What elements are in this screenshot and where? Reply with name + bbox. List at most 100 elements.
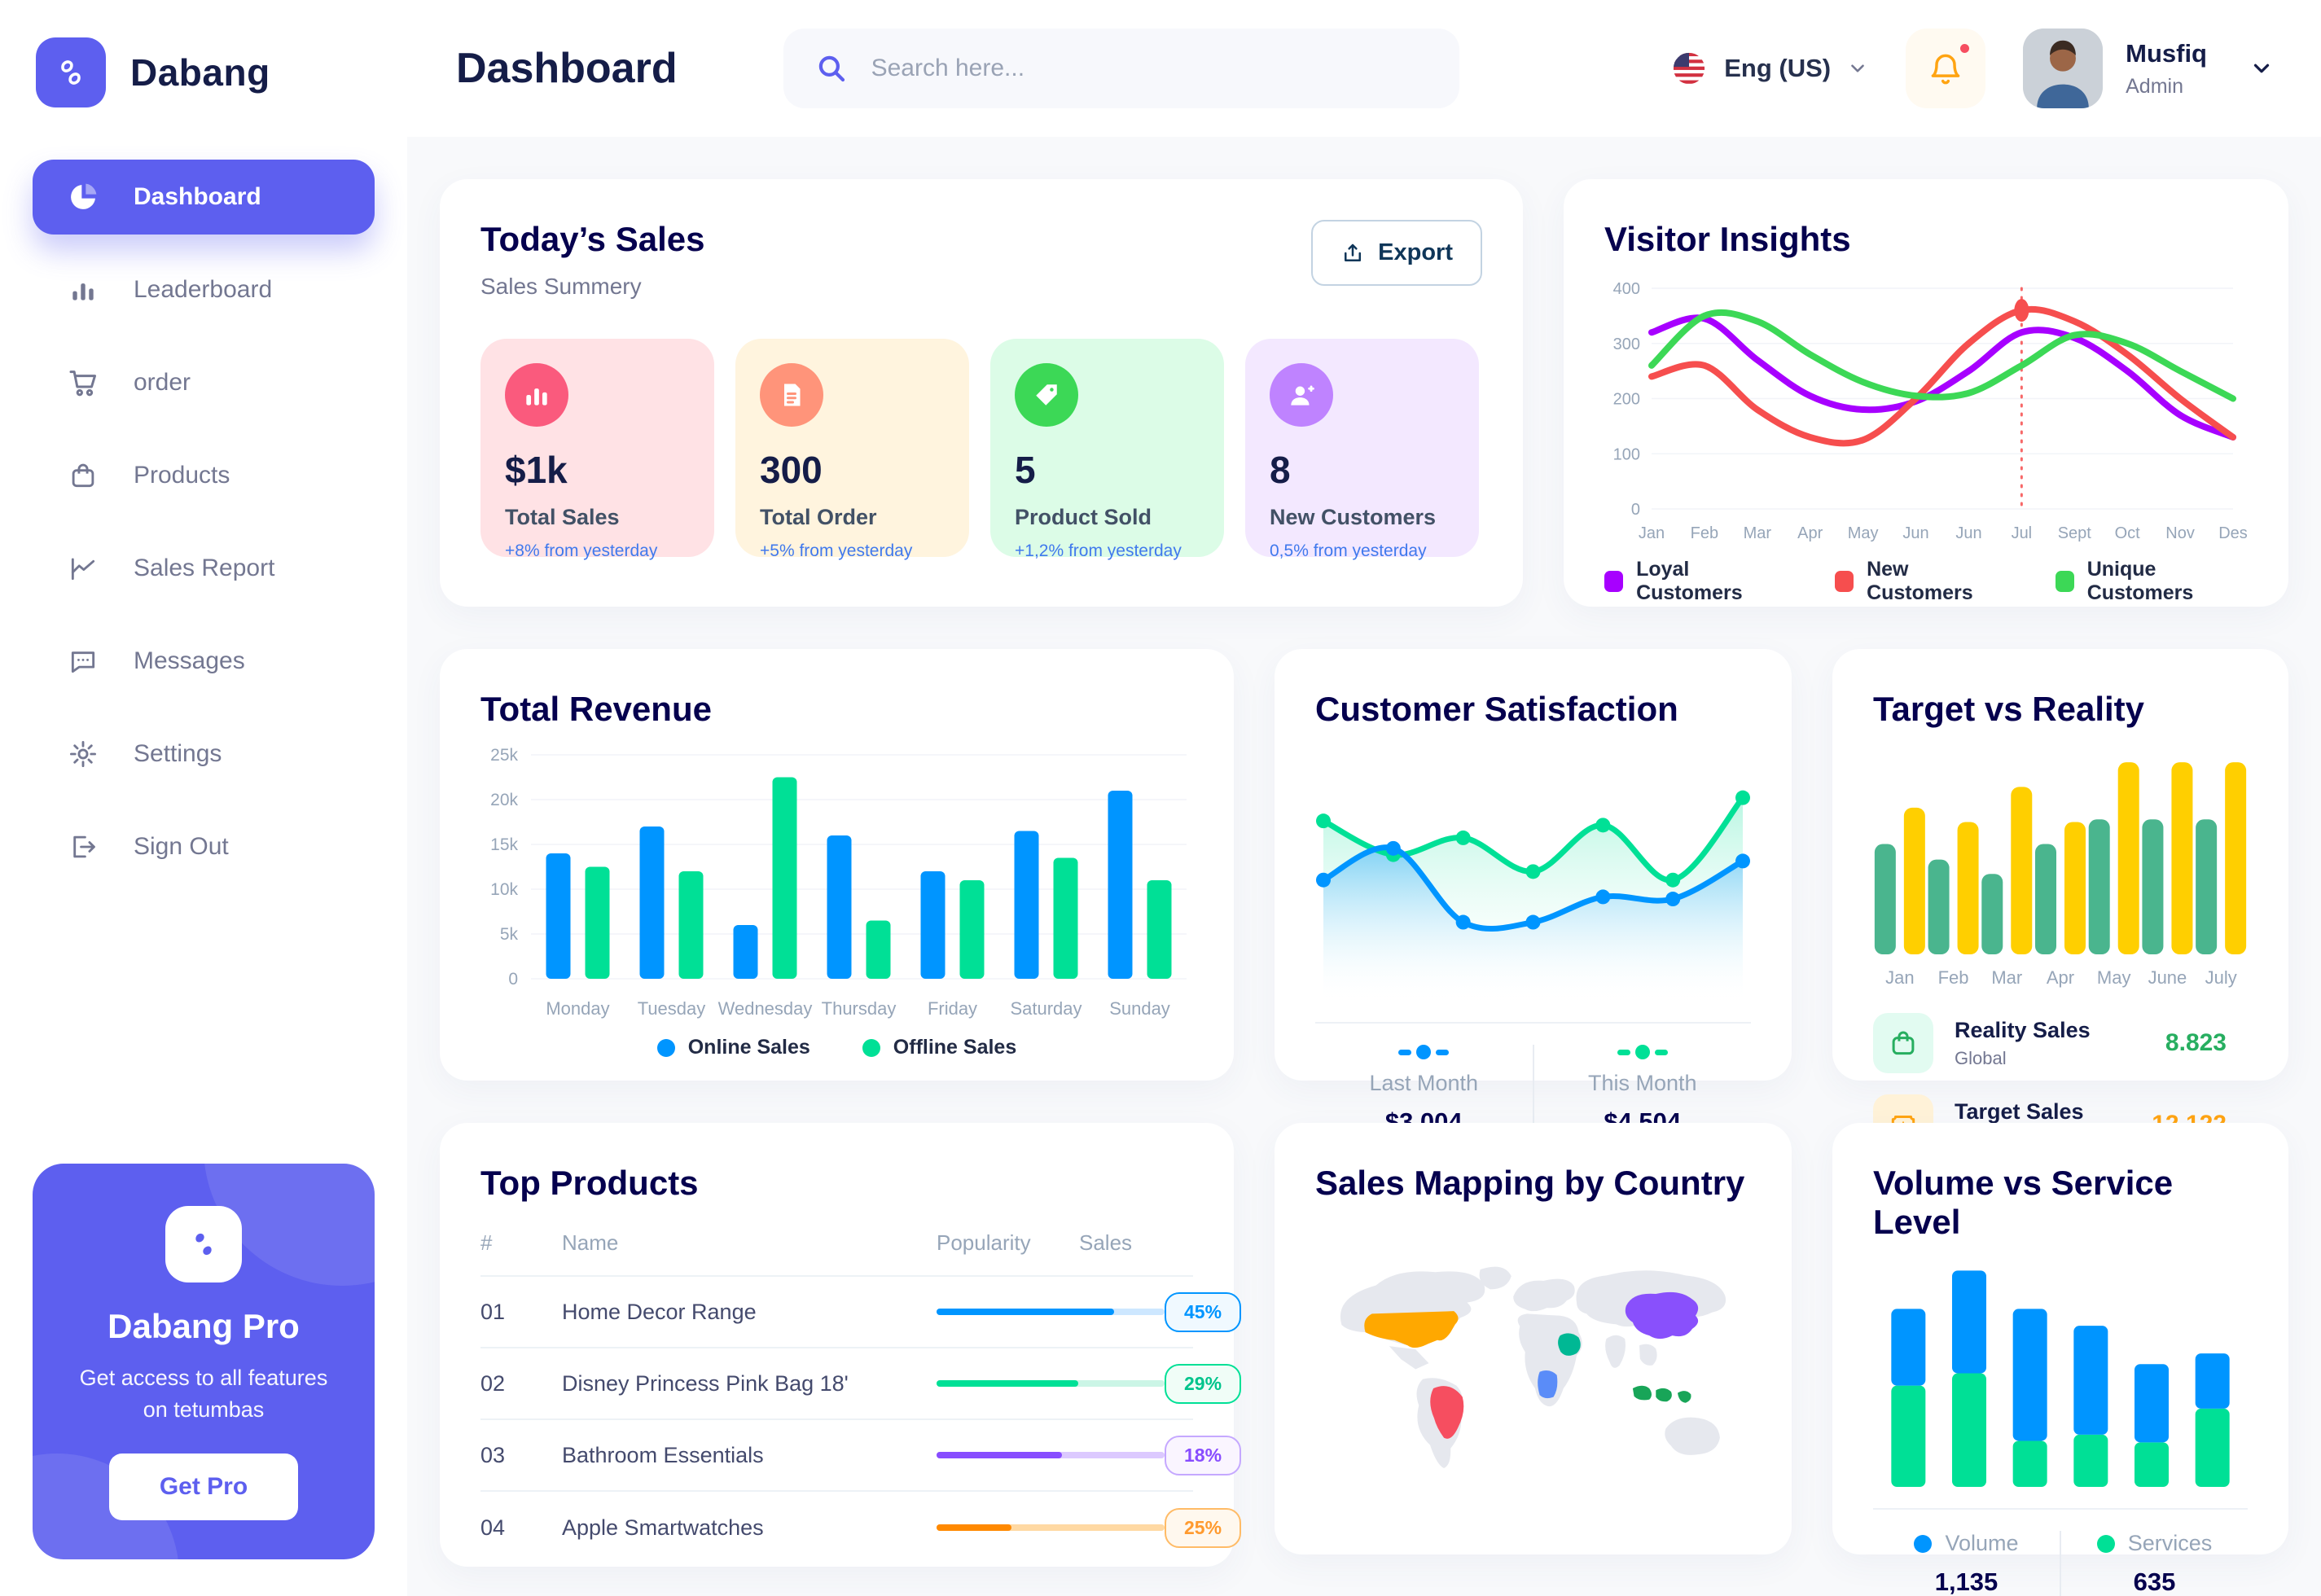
svg-text:10k: 10k	[490, 880, 518, 899]
country-indonesia	[1656, 1388, 1672, 1402]
sidebar-item-leaderboard[interactable]: Leaderboard	[33, 252, 375, 327]
volume-vs-service-title: Volume vs Service Level	[1873, 1164, 2174, 1241]
sales-badge: 25%	[1165, 1507, 1242, 1548]
sidebar-item-label: Sign Out	[134, 833, 229, 860]
stat-card-new-customers: 8 New Customers 0,5% from yesterday	[1245, 339, 1479, 560]
stat-card-total-order: 300 Total Order +5% from yesterday	[735, 339, 969, 560]
dabang-pro-logo-icon	[165, 1205, 242, 1282]
search-bar[interactable]	[783, 28, 1459, 108]
dabang-logo-icon	[36, 37, 106, 107]
svg-text:Jul: Jul	[2012, 524, 2033, 542]
brand-name: Dabang	[130, 51, 270, 94]
sidebar-item-sales-report[interactable]: Sales Report	[33, 531, 375, 606]
target-vs-reality-card: Target vs Reality Jan Feb Mar Apr May June Jul…	[1832, 649, 2288, 1155]
country-usa	[1364, 1311, 1459, 1348]
pie-chart-icon	[67, 181, 99, 213]
sales-mapping-card: Sales Mapping by Country	[1275, 1123, 1792, 1554]
search-input[interactable]	[871, 55, 1428, 82]
svg-text:Nov: Nov	[2165, 524, 2195, 542]
sidebar-item-label: Products	[134, 462, 230, 489]
land-europe	[1513, 1278, 1575, 1312]
customer-satisfaction-card: Customer Satisfaction Last Month $3,004	[1275, 649, 1792, 1137]
sidebar-item-settings[interactable]: Settings	[33, 717, 375, 791]
export-button[interactable]: Export	[1311, 220, 1482, 286]
svg-text:Sept: Sept	[2058, 524, 2092, 542]
svg-text:Mar: Mar	[1744, 524, 1772, 542]
todays-sales-subtitle: Sales Summery	[480, 274, 642, 299]
bar-chart-icon	[67, 274, 99, 306]
table-row: 03 Bathroom Essentials 18%	[480, 1420, 1242, 1492]
svg-text:20k: 20k	[490, 791, 518, 809]
popularity-bar	[937, 1524, 1165, 1531]
target-vs-reality-chart: Jan Feb Mar Apr May June July	[1873, 743, 2248, 992]
table-row: 04 Apple Smartwatches 25%	[480, 1492, 1242, 1563]
land-australia	[1665, 1417, 1720, 1455]
search-icon	[814, 51, 849, 86]
popularity-bar	[937, 1452, 1165, 1458]
popularity-bar	[937, 1380, 1165, 1387]
sidebar-item-products[interactable]: Products	[33, 438, 375, 513]
svg-text:Saturday: Saturday	[1010, 998, 1082, 1019]
svg-text:Tuesday: Tuesday	[638, 998, 706, 1019]
land-central-america	[1389, 1346, 1429, 1370]
chevron-down-icon	[1851, 64, 1864, 72]
cart-icon	[67, 366, 99, 399]
svg-text:June: June	[2148, 967, 2187, 988]
customer-satisfaction-title: Customer Satisfaction	[1315, 690, 1678, 728]
customer-satisfaction-legend: Last Month $3,004 This Month $4,504	[1315, 1045, 1751, 1137]
sidebar: Dabang Dashboard Leaderboard order	[0, 0, 407, 1596]
svg-text:Jun: Jun	[1955, 524, 1981, 542]
pro-title: Dabang Pro	[107, 1306, 300, 1345]
top-products-card: Top Products # Name Popularity Sales 01 …	[440, 1123, 1242, 1567]
language-selector[interactable]: Eng (US)	[1670, 50, 1868, 87]
svg-text:200: 200	[1613, 391, 1640, 409]
language-label: Eng (US)	[1724, 54, 1832, 82]
sidebar-item-order[interactable]: order	[33, 345, 375, 420]
svg-text:May: May	[1848, 524, 1879, 542]
get-pro-button[interactable]: Get Pro	[108, 1454, 299, 1520]
country-indonesia	[1678, 1391, 1691, 1403]
svg-text:Sunday: Sunday	[1109, 998, 1170, 1019]
sidebar-item-dashboard[interactable]: Dashboard	[33, 160, 375, 235]
sidebar-item-label: Messages	[134, 647, 245, 674]
total-revenue-legend: Online Sales Offline Sales	[480, 1036, 1193, 1059]
country-china	[1625, 1291, 1699, 1340]
svg-text:Des: Des	[2218, 524, 2248, 542]
sidebar-item-label: Leaderboard	[134, 276, 273, 303]
sales-mapping-title: Sales Mapping by Country	[1315, 1164, 1745, 1202]
sidebar-item-messages[interactable]: Messages	[33, 624, 375, 699]
visitor-insights-chart: 0 100 200 300 400 Jan Feb Mar Apr May Jun Jun Jul Sep…	[1604, 274, 2248, 546]
volume-vs-service-chart	[1873, 1256, 2248, 1497]
svg-text:May: May	[2097, 967, 2131, 988]
notification-badge	[1958, 42, 1972, 55]
volume-vs-service-legend: Volume 1,135 Services 635	[1873, 1531, 2248, 1596]
svg-text:Apr: Apr	[1797, 524, 1823, 542]
pro-subtitle: Get access to all features on tetumbas	[79, 1365, 328, 1422]
target-vs-reality-title: Target vs Reality	[1873, 690, 2145, 728]
sidebar-item-sign-out[interactable]: Sign Out	[33, 809, 375, 884]
land-greenland	[1479, 1266, 1512, 1290]
us-flag-icon	[1670, 50, 1708, 87]
gear-icon	[67, 738, 99, 770]
svg-text:0: 0	[1631, 501, 1640, 519]
stat-card-product-sold: 5 Product Sold +1,2% from yesterday	[990, 339, 1224, 560]
top-products-table: # Name Popularity Sales 01 Home Decor Ra…	[480, 1230, 1242, 1563]
svg-text:Monday: Monday	[546, 998, 609, 1019]
sidebar-item-label: Dashboard	[134, 183, 261, 210]
new-customer-icon	[1270, 363, 1333, 427]
svg-text:Jan: Jan	[1885, 967, 1914, 988]
dashboard-content: Today’s Sales Sales Summery Export	[407, 137, 2321, 1596]
bag-icon	[67, 459, 99, 492]
svg-text:July: July	[2205, 967, 2237, 988]
chevron-down-icon	[2253, 64, 2270, 73]
export-icon	[1345, 243, 1362, 261]
customer-satisfaction-chart	[1315, 743, 1751, 1012]
svg-text:Thursday: Thursday	[822, 998, 897, 1019]
notifications-button[interactable]	[1906, 28, 1986, 108]
svg-text:100: 100	[1613, 445, 1640, 463]
svg-text:Mar: Mar	[1991, 967, 2022, 988]
sidebar-item-label: Sales Report	[134, 555, 275, 581]
visitor-insights-card: Visitor Insights 0 100 200 300 400 Jan Feb Mar A…	[1564, 179, 2288, 607]
profile-menu[interactable]: Musfiq Admin	[2023, 28, 2274, 108]
